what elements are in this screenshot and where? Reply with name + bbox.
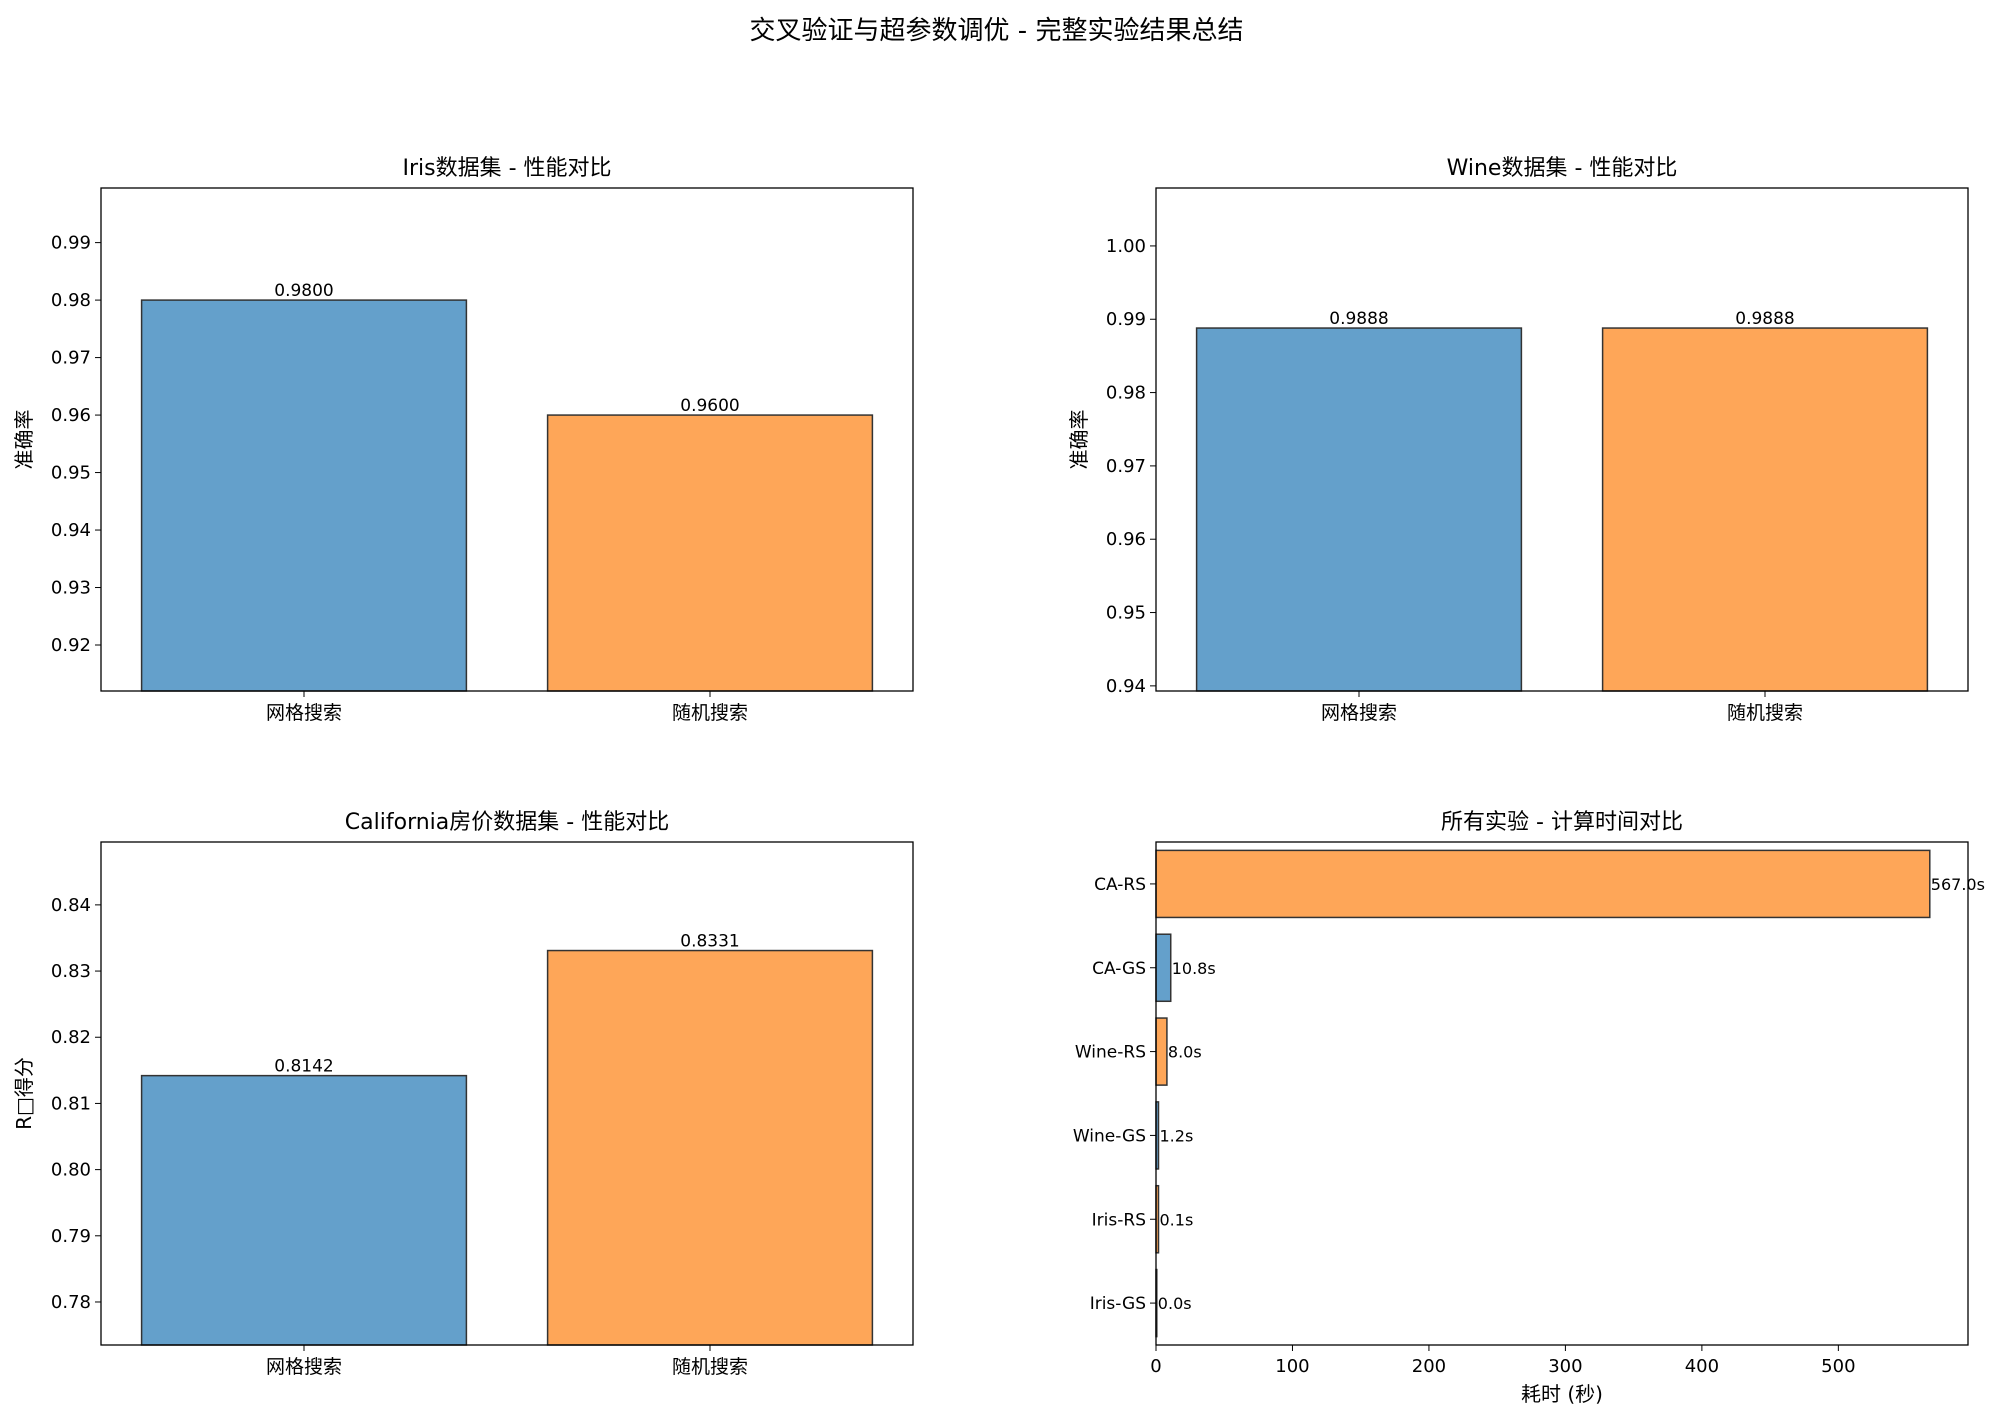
y-tick-label: 0.93: [51, 578, 91, 599]
y-tick-label: CA-GS: [1092, 959, 1146, 979]
bar: [1155, 849, 1931, 919]
y-axis-label: 准确率: [1067, 410, 1091, 470]
bar: [140, 299, 468, 692]
x-tick-label: 100: [1275, 1356, 1309, 1377]
bar-value-label: 8.0s: [1168, 1043, 1202, 1062]
bar: [140, 1074, 468, 1346]
bar-value-label: 0.9600: [680, 396, 739, 416]
chart-panel-4: 所有实验 - 计算时间对比 0.0s Iris-GS 0.1s Iris-RS 1.2s W…: [1073, 810, 1985, 1406]
bar-value-label: 1.2s: [1160, 1126, 1194, 1145]
bar-value-label: 567.0s: [1931, 875, 1985, 894]
bar: [1601, 327, 1929, 692]
x-tick-label: 300: [1548, 1356, 1582, 1377]
chart-title: California房价数据集 - 性能对比: [345, 810, 669, 835]
y-axis-label: 准确率: [12, 410, 36, 470]
y-tick-label: 0.83: [51, 961, 91, 982]
chart-panel-3: California房价数据集 - 性能对比 0.8142 网格搜索 0.8331 随机…: [12, 810, 914, 1378]
y-tick-label: 0.98: [51, 290, 91, 311]
y-tick-label: 0.94: [1106, 676, 1146, 697]
bar-value-label: 0.1s: [1160, 1210, 1194, 1229]
bar: [1195, 327, 1523, 692]
y-tick-label: 0.79: [51, 1226, 91, 1247]
axes-frame: [100, 841, 914, 1346]
axes-frame: [100, 187, 914, 692]
y-tick-label: Wine-GS: [1073, 1126, 1146, 1146]
bar-value-label: 0.9800: [274, 281, 333, 301]
bar-value-label: 0.0s: [1158, 1294, 1192, 1313]
y-tick-label: 0.99: [51, 233, 91, 254]
x-tick-label: 500: [1821, 1356, 1855, 1377]
y-tick-label: 0.96: [51, 405, 91, 426]
x-tick-label: 0: [1150, 1356, 1161, 1377]
chart-title: Wine数据集 - 性能对比: [1447, 156, 1678, 181]
y-axis-label: R□得分: [12, 1057, 36, 1130]
y-tick-label: Wine-RS: [1075, 1043, 1146, 1063]
y-tick-label: 0.84: [51, 895, 91, 916]
chart-panel-2: Wine数据集 - 性能对比 0.9888 网格搜索 0.9888 随机搜索 0.94 0.…: [1067, 156, 1969, 724]
bar: [546, 949, 874, 1346]
y-tick-label: 0.96: [1106, 529, 1146, 550]
y-tick-label: CA-RS: [1094, 875, 1146, 895]
bar: [1155, 1017, 1168, 1086]
y-tick-label: 0.78: [51, 1292, 91, 1313]
y-tick-label: Iris-GS: [1090, 1294, 1146, 1314]
bar-value-label: 0.8331: [680, 932, 739, 952]
x-tick-label: 网格搜索: [1321, 702, 1397, 724]
x-tick-label: 网格搜索: [266, 1356, 342, 1378]
x-tick-label: 200: [1412, 1356, 1446, 1377]
figure-title: 交叉验证与超参数调优 - 完整实验结果总结: [749, 16, 1244, 46]
axes-frame: [1155, 841, 1969, 1346]
x-tick-label: 随机搜索: [672, 1356, 748, 1378]
bar-value-label: 0.9888: [1329, 309, 1388, 329]
chart-title: Iris数据集 - 性能对比: [402, 156, 611, 181]
bar-value-label: 0.9888: [1735, 309, 1794, 329]
x-tick-label: 随机搜索: [1727, 702, 1803, 724]
y-tick-label: 1.00: [1106, 236, 1146, 257]
bar-value-label: 0.8142: [274, 1057, 333, 1077]
bar: [546, 414, 874, 692]
y-tick-label: 0.98: [1106, 383, 1146, 404]
y-tick-label: 0.97: [51, 348, 91, 369]
y-tick-label: 0.95: [1106, 603, 1146, 624]
x-tick-label: 随机搜索: [672, 702, 748, 724]
y-tick-label: Iris-RS: [1092, 1210, 1146, 1230]
bar: [1155, 933, 1172, 1003]
x-axis-label: 耗时 (秒): [1521, 1382, 1603, 1406]
y-tick-label: 0.92: [51, 635, 91, 656]
y-tick-label: 0.80: [51, 1160, 91, 1181]
y-tick-label: 0.95: [51, 463, 91, 484]
chart-panel-1: Iris数据集 - 性能对比 0.9800 网格搜索 0.9600 随机搜索 0.92 0.…: [12, 156, 914, 724]
y-tick-label: 0.82: [51, 1027, 91, 1048]
x-tick-label: 网格搜索: [266, 702, 342, 724]
x-tick-label: 400: [1685, 1356, 1719, 1377]
bar-value-label: 10.8s: [1172, 959, 1216, 978]
chart-title: 所有实验 - 计算时间对比: [1441, 810, 1683, 835]
y-tick-label: 0.97: [1106, 456, 1146, 477]
y-tick-label: 0.81: [51, 1093, 91, 1114]
y-tick-label: 0.99: [1106, 309, 1146, 330]
axes-frame: [1155, 187, 1969, 692]
y-tick-label: 0.94: [51, 520, 91, 541]
